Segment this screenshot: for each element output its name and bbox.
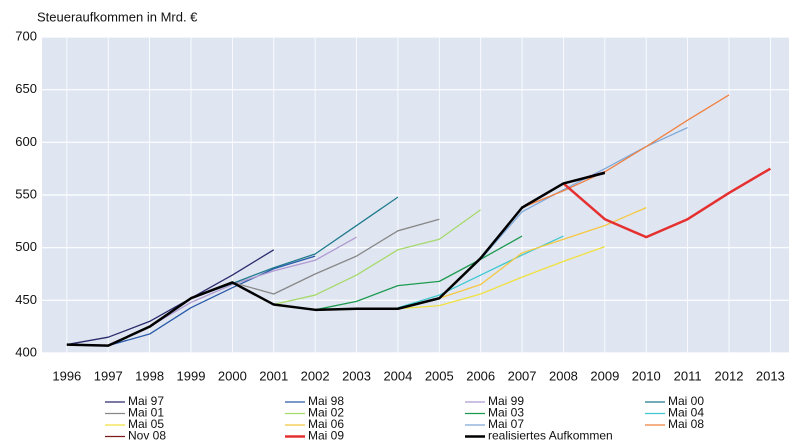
series-line [108, 255, 316, 347]
legend-label: realisiertes Aufkommen [488, 429, 613, 443]
legend-label: Mai 02 [308, 406, 344, 420]
legend-label: Mai 09 [308, 429, 344, 443]
series-line [66, 171, 606, 347]
x-tick-label: 2003 [342, 368, 371, 383]
series-line [273, 209, 482, 306]
x-tick-label: 2002 [301, 368, 330, 383]
legend-label: Mai 08 [668, 417, 704, 431]
legend-label: Mai 00 [668, 394, 704, 408]
legend-label: Mai 07 [488, 417, 524, 431]
legend-label: Mai 05 [128, 417, 164, 431]
x-tick-label: 2009 [590, 368, 619, 383]
series-line [562, 167, 772, 239]
x-tick-label: 2013 [756, 368, 785, 383]
series-line [149, 236, 357, 328]
x-tick-label: 2011 [674, 368, 702, 383]
x-tick-label: 2008 [549, 368, 578, 383]
x-tick-label: 2007 [508, 368, 537, 383]
legend-label: Mai 06 [308, 417, 344, 431]
x-tick-label: 2010 [632, 368, 661, 383]
x-tick-label: 1998 [135, 368, 164, 383]
y-tick-label: 550 [15, 186, 37, 201]
y-tick-label: 600 [15, 134, 37, 149]
x-tick-label: 2006 [466, 368, 495, 383]
legend-label: Nov 08 [128, 429, 166, 443]
x-tick-label: 2001 [259, 368, 288, 383]
y-tick-label: 450 [15, 292, 37, 307]
y-tick-label: 650 [15, 81, 37, 96]
legend-label: Mai 04 [668, 406, 704, 420]
y-axis-label: Steueraufkommen in Mrd. € [37, 9, 198, 24]
legend-label: Mai 99 [488, 394, 524, 408]
y-tick-label: 700 [15, 28, 37, 43]
x-tick-label: 2012 [715, 368, 744, 383]
x-tick-label: 2005 [425, 368, 454, 383]
legend-label: Mai 98 [308, 394, 344, 408]
legend-label: Mai 03 [488, 406, 524, 420]
x-tick-label: 2004 [383, 368, 412, 383]
series-line [66, 249, 275, 346]
series-line [397, 246, 606, 310]
x-tick-label: 1996 [52, 368, 81, 383]
y-tick-label: 500 [15, 239, 37, 254]
legend-label: Mai 97 [128, 394, 164, 408]
series-line [521, 94, 730, 209]
x-tick-label: 2000 [218, 368, 247, 383]
x-tick-label: 1999 [177, 368, 206, 383]
series-line [232, 218, 440, 295]
x-tick-label: 1997 [94, 368, 123, 383]
legend-label: Mai 01 [128, 406, 164, 420]
y-tick-label: 400 [15, 344, 37, 359]
series-line [315, 235, 523, 311]
